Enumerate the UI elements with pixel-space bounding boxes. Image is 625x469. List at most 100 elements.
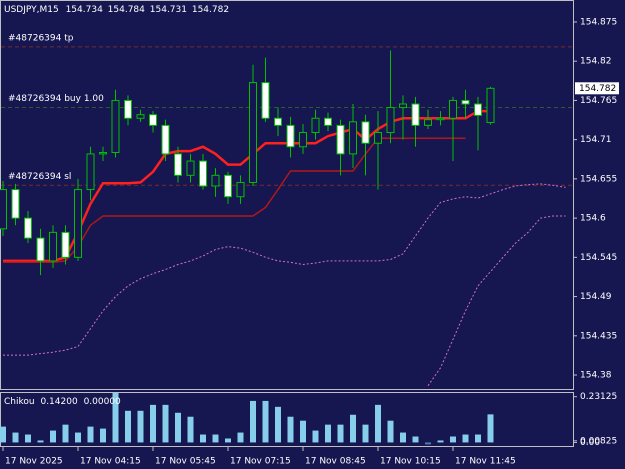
candle-body bbox=[49, 231, 57, 262]
x-tick-label: 17 Nov 2025 bbox=[5, 457, 63, 467]
candle-body bbox=[11, 189, 20, 219]
candle-body bbox=[461, 99, 470, 105]
x-tick-label: 17 Nov 08:45 bbox=[305, 457, 366, 467]
candle-body bbox=[411, 103, 420, 126]
y-tick-label: 154.655 bbox=[580, 174, 617, 184]
candle-body bbox=[0, 189, 7, 230]
indicator-line bbox=[3, 183, 566, 356]
last-price-box bbox=[575, 82, 619, 95]
indicator-line bbox=[427, 215, 566, 386]
order-label: #48726394 tp bbox=[8, 33, 74, 43]
sub-name: Chikou bbox=[4, 397, 35, 407]
candle-body bbox=[399, 103, 407, 109]
symbol: USDJPY,M15 bbox=[4, 5, 59, 15]
candle-body bbox=[224, 174, 232, 198]
header-low: 154.731 bbox=[150, 5, 187, 15]
candle-body bbox=[436, 117, 445, 121]
candle-body bbox=[349, 121, 357, 155]
sub-bar bbox=[200, 434, 206, 443]
sub-bar bbox=[75, 432, 81, 443]
sub-bar bbox=[450, 436, 456, 443]
sub-bar bbox=[237, 432, 244, 443]
candle-body bbox=[311, 117, 320, 134]
sub-bar bbox=[150, 404, 156, 443]
sub-bar bbox=[137, 410, 144, 443]
candle-body bbox=[149, 114, 157, 126]
candle-body bbox=[236, 181, 245, 198]
sub-bar bbox=[250, 400, 256, 443]
sub-bar bbox=[262, 400, 269, 443]
sub-bar bbox=[62, 424, 69, 443]
candle-body bbox=[374, 132, 382, 144]
plot: 154.875 154.82 154.765 154.71 154.655 154.6 15… bbox=[0, 17, 619, 467]
x-tick-label: 17 Nov 07:15 bbox=[230, 457, 291, 467]
sub-bar bbox=[12, 432, 19, 443]
sub-bar bbox=[412, 436, 419, 443]
order-label: #48726394 buy 1.00 bbox=[8, 94, 104, 104]
sub-bar bbox=[462, 434, 469, 443]
sub-bar bbox=[37, 440, 44, 443]
sub-bar bbox=[162, 404, 169, 443]
y-tick-label: 154.875 bbox=[580, 17, 617, 27]
sub-bar bbox=[437, 440, 444, 443]
sub-value: 0.14200 bbox=[40, 397, 77, 407]
candle-body bbox=[361, 121, 370, 144]
candle-body bbox=[261, 82, 270, 119]
y-tick-label: 154.545 bbox=[580, 253, 617, 263]
candle-body bbox=[111, 99, 120, 153]
candle-body bbox=[24, 217, 32, 239]
sub-bar bbox=[0, 426, 6, 443]
sub-bar bbox=[487, 414, 494, 443]
candle-body bbox=[99, 151, 107, 155]
header-open: 154.734 bbox=[66, 5, 103, 15]
x-tick-label: 17 Nov 04:15 bbox=[80, 457, 141, 467]
y-tick-label: 154.49 bbox=[580, 292, 612, 302]
candle-body bbox=[136, 114, 145, 119]
sub-bar bbox=[425, 442, 431, 445]
sub-bar bbox=[112, 393, 119, 443]
candle-body bbox=[36, 237, 45, 262]
sub-bar bbox=[350, 414, 356, 443]
sub-bar bbox=[275, 406, 281, 443]
y-tick-label: 154.435 bbox=[580, 331, 617, 341]
sub-bar bbox=[387, 420, 394, 443]
sub-y-tick-label: 0.00 bbox=[580, 438, 600, 448]
x-tick-label: 17 Nov 10:15 bbox=[380, 457, 441, 467]
x-tick-label: 17 Nov 05:45 bbox=[155, 457, 216, 467]
candle-body bbox=[449, 99, 457, 119]
sub-bar bbox=[87, 426, 94, 443]
candle-body bbox=[186, 160, 195, 176]
candle-body bbox=[199, 160, 207, 187]
header-close: 154.782 bbox=[192, 5, 229, 15]
candle-body bbox=[274, 117, 282, 126]
sub-bar bbox=[175, 412, 181, 443]
candle-body bbox=[161, 124, 170, 155]
candle-body bbox=[249, 82, 257, 183]
header: USDJPY,M15 154.734 154.784 154.731 154.7… bbox=[4, 5, 229, 15]
sub-y-tick-label: 0.23125 bbox=[580, 392, 617, 402]
y-tick-label: 154.82 bbox=[580, 57, 612, 67]
sub-bar bbox=[50, 430, 56, 443]
y-tick-label: 154.38 bbox=[580, 371, 612, 381]
sub-bar bbox=[100, 428, 106, 443]
sub-bar bbox=[325, 424, 331, 443]
candle-body bbox=[61, 231, 70, 258]
candle-body bbox=[286, 124, 295, 148]
candle-body bbox=[299, 132, 307, 148]
candle-body bbox=[424, 119, 432, 126]
sub-bar bbox=[287, 416, 294, 443]
y-tick-label: 154.765 bbox=[580, 96, 617, 106]
header-high: 154.784 bbox=[108, 5, 145, 15]
sub-bar bbox=[212, 434, 219, 443]
sub-bar bbox=[362, 424, 369, 443]
x-tick-label: 17 Nov 11:45 bbox=[455, 457, 516, 467]
candle-body bbox=[336, 124, 345, 155]
candle-body bbox=[74, 189, 82, 258]
sub-bar bbox=[300, 420, 306, 443]
last-price-label: 154.782 bbox=[579, 84, 616, 94]
sub-bar bbox=[25, 434, 31, 443]
y-tick-label: 154.6 bbox=[580, 214, 606, 224]
